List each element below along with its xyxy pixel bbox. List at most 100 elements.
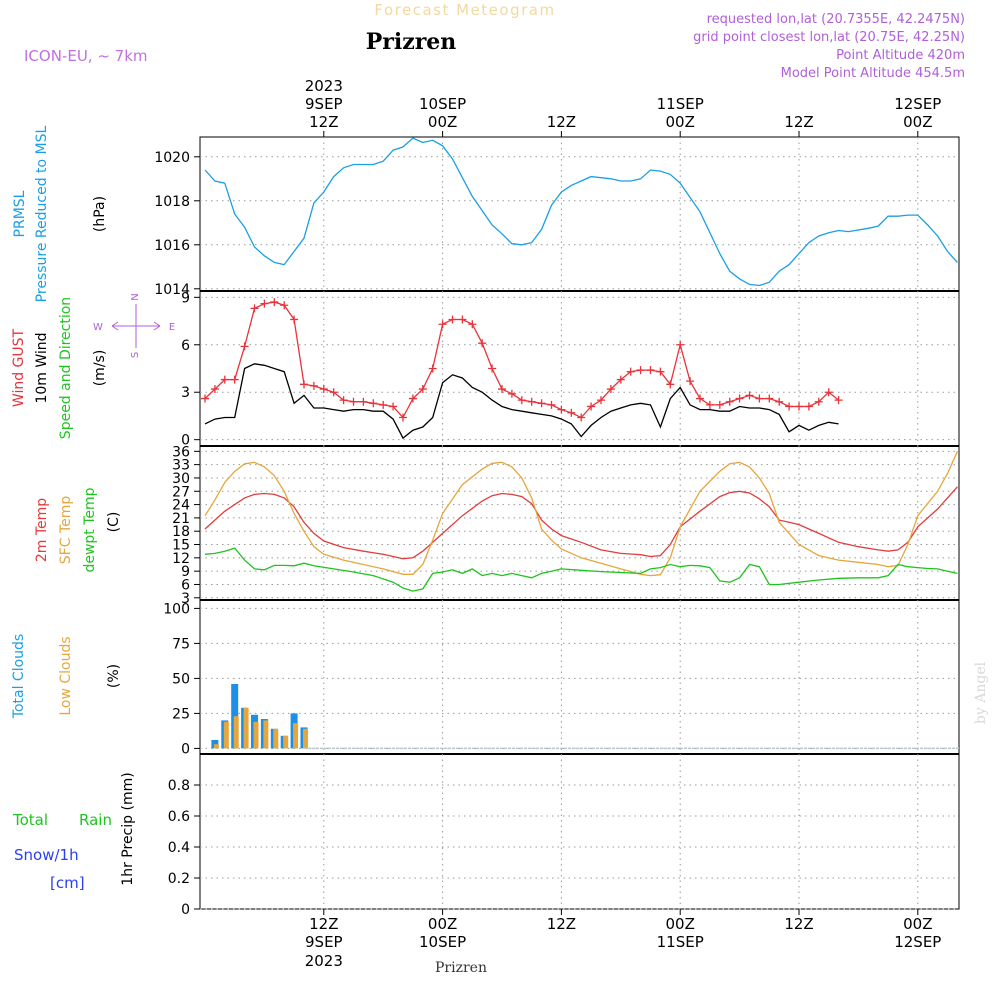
gridpoint-coords: grid point closest lon,lat (20.75E, 42.2… — [693, 30, 965, 45]
snow-label: Snow/1h — [14, 846, 79, 864]
bottom-tick-label: 9SEP — [305, 933, 343, 951]
rain-label: Rain — [79, 811, 112, 829]
y-tick-label: 3 — [181, 385, 190, 401]
gust-marker — [765, 394, 774, 403]
point-altitude: Point Altitude 420m — [836, 48, 965, 63]
y-tick-label: 30 — [172, 471, 190, 487]
gust-marker — [319, 385, 328, 394]
credit-label: by Angel — [973, 661, 989, 724]
series-line-dewpt-temp — [204, 547, 958, 592]
bottom-tick-label: 00Z — [903, 915, 932, 933]
temp-labels: 2m Temp SFC Temp dewpt Temp (C) — [34, 487, 122, 572]
low-cloud-bar — [293, 723, 299, 749]
gust-marker — [478, 339, 487, 348]
wind-gust-label: Wind GUST — [11, 328, 27, 407]
gust-marker — [240, 342, 249, 351]
low-cloud-bar — [253, 721, 259, 749]
top-tick-label: 12SEP — [894, 95, 941, 113]
prmsl-label: PRMSL — [12, 190, 28, 237]
t2m-label: 2m Temp — [34, 498, 50, 562]
y-tick-label: 1016 — [154, 238, 190, 254]
requested-coords: requested lon,lat (20.7355E, 42.2475N) — [707, 12, 965, 27]
gust-marker — [824, 388, 833, 397]
low-cloud-bar — [243, 707, 249, 749]
series-line-10m-wind — [204, 363, 839, 440]
gust-marker — [201, 394, 209, 403]
bottom-tick-label: 00Z — [666, 915, 695, 933]
pressure-panel-frame — [199, 136, 960, 292]
y-tick-label: 15 — [172, 538, 190, 554]
y-tick-label: 12 — [172, 551, 190, 567]
wind-unit-label: (m/s) — [92, 350, 108, 387]
temp-panel-frame — [199, 445, 960, 601]
gust-marker — [339, 396, 348, 405]
chart-title: Forecast Meteogram — [374, 1, 555, 19]
wind-panel-frame — [199, 290, 960, 447]
gust-marker — [814, 397, 823, 406]
gust-marker — [755, 394, 764, 403]
gust-marker — [517, 396, 526, 405]
gust-marker — [428, 364, 437, 373]
gust-marker — [359, 397, 368, 406]
gust-marker — [458, 315, 467, 324]
gust-marker — [567, 408, 576, 417]
gust-marker — [715, 400, 724, 409]
gust-marker — [270, 298, 279, 307]
gust-marker — [210, 385, 219, 394]
low-clouds-label: Low Clouds — [58, 636, 74, 715]
y-tick-label: 100 — [163, 601, 190, 617]
series-line-sfc-temp — [204, 451, 958, 577]
gust-marker — [587, 402, 596, 411]
gust-marker — [696, 394, 704, 403]
chart-marks — [201, 137, 959, 750]
top-tick-label: 00Z — [903, 113, 932, 131]
gust-marker — [577, 413, 586, 422]
low-cloud-bar — [213, 744, 219, 749]
y-tick-label: 18 — [172, 524, 190, 540]
gust-marker — [290, 315, 299, 324]
compass-n: N — [130, 293, 141, 300]
low-cloud-bar — [303, 728, 308, 749]
gust-marker — [438, 320, 447, 329]
low-cloud-bar — [233, 716, 239, 749]
bottom-tick-label: 12Z — [547, 915, 576, 933]
pressure-reduced-label: Pressure Reduced to MSL — [34, 125, 50, 302]
bottom-tick-label: 2023 — [305, 952, 343, 970]
bottom-tick-label: 12Z — [309, 915, 338, 933]
gust-marker — [309, 381, 318, 390]
total-label: Total — [12, 811, 48, 829]
pressure-labels: PRMSL Pressure Reduced to MSL (hPa) — [12, 125, 108, 302]
compass-w: W — [93, 322, 103, 333]
top-tick-label: 12Z — [547, 113, 576, 131]
y-tick-label: 9 — [181, 564, 190, 580]
gust-marker — [399, 413, 407, 422]
bottom-tick-label: 11SEP — [657, 933, 704, 951]
wind-speeddir-label: Speed and Direction — [58, 297, 74, 439]
gust-marker — [636, 366, 645, 375]
gust-marker — [468, 320, 477, 329]
y-tick-label: 36 — [172, 444, 190, 460]
y-tick-label: 24 — [172, 498, 190, 514]
gust-marker — [785, 402, 794, 411]
gridlines — [200, 137, 959, 910]
y-tick-label: 27 — [172, 484, 190, 500]
low-cloud-bar — [263, 720, 269, 749]
gust-marker — [349, 397, 358, 406]
low-cloud-bar — [223, 721, 229, 749]
gust-marker — [725, 397, 734, 406]
gust-marker — [795, 402, 803, 411]
gust-marker — [389, 402, 398, 411]
pressure-unit-label: (hPa) — [92, 196, 108, 232]
gust-marker — [804, 402, 813, 411]
y-tick-label: 0.8 — [168, 778, 190, 794]
y-tick-label: 0.4 — [168, 840, 190, 856]
gust-marker — [448, 315, 457, 324]
precip-panel-frame — [199, 753, 960, 910]
bottom-tick-label: 12Z — [784, 915, 813, 933]
top-tick-label: 12Z — [309, 113, 338, 131]
gust-marker — [488, 364, 497, 373]
total-clouds-label: Total Clouds — [11, 634, 27, 719]
gust-marker — [705, 400, 714, 409]
y-tick-label: 1014 — [154, 282, 190, 298]
y-tick-label: 0 — [181, 433, 190, 449]
